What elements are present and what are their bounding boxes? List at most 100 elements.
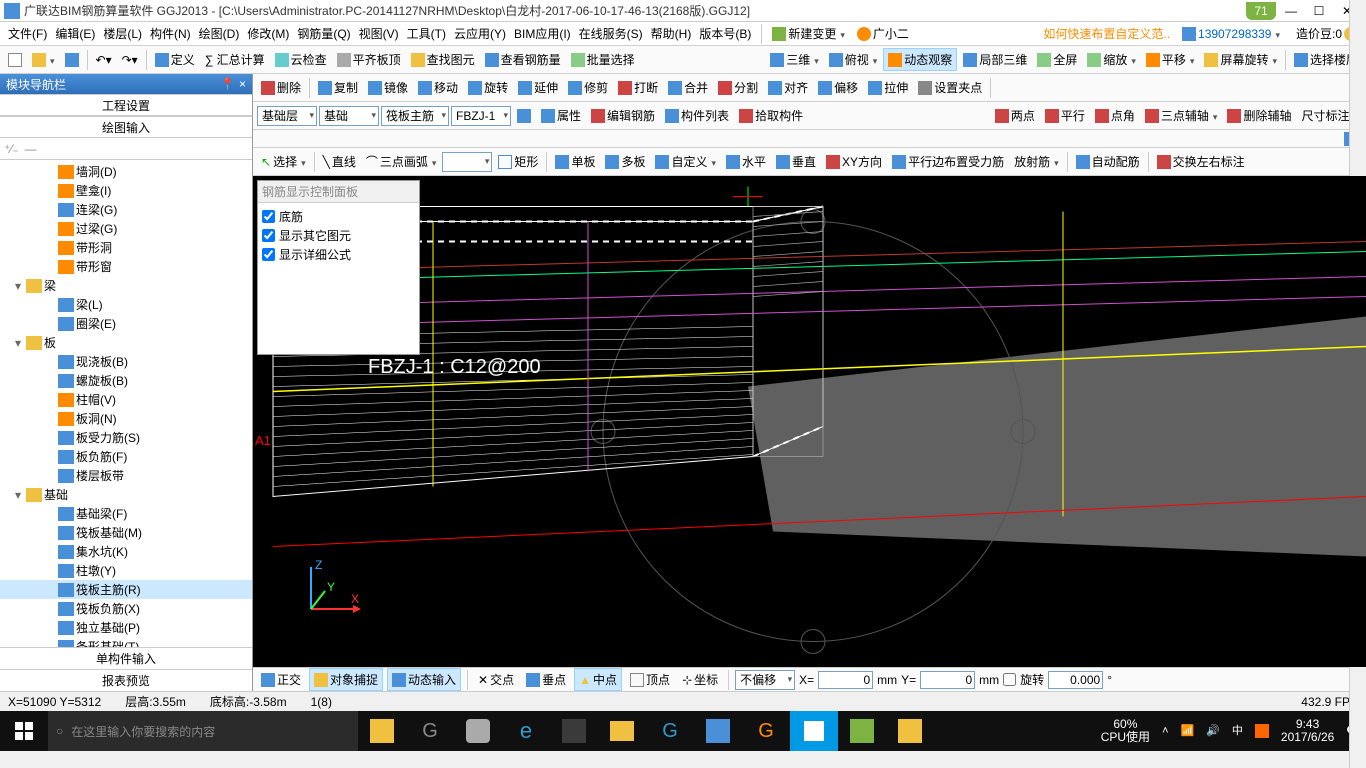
- expand-icon[interactable]: ⁺⁄₋: [4, 142, 19, 156]
- line-button[interactable]: ╲直线: [319, 151, 360, 172]
- 3d-viewport[interactable]: FBZJ-1 : C12@200 A1 钢筋显示控制面板 底筋 显示其它图元 显…: [253, 176, 1366, 667]
- tree-node[interactable]: 梁(L): [0, 295, 252, 314]
- parallel-edge-button[interactable]: 平行边布置受力筋: [888, 151, 1008, 172]
- parallel-button[interactable]: 平行: [1041, 105, 1089, 126]
- app-9[interactable]: [886, 711, 934, 751]
- minimize-button[interactable]: —: [1284, 4, 1298, 18]
- sumcalc-button[interactable]: ∑ 汇总计算: [201, 49, 269, 70]
- tree-node[interactable]: 带形窗: [0, 257, 252, 276]
- pickcomp-button[interactable]: 拾取构件: [735, 105, 807, 126]
- angle-button[interactable]: 点角: [1091, 105, 1139, 126]
- edit-修剪[interactable]: 修剪: [564, 77, 612, 98]
- taskbar-search[interactable]: ○在这里输入你要搜索的内容: [48, 711, 358, 751]
- 3d-button[interactable]: 三维: [766, 49, 823, 70]
- tree-node[interactable]: 圈梁(E): [0, 314, 252, 333]
- tab-project-settings[interactable]: 工程设置: [0, 94, 252, 116]
- findelem-button[interactable]: 查找图元: [407, 49, 479, 70]
- edit-合并[interactable]: 合并: [664, 77, 712, 98]
- tree-node[interactable]: 柱墩(Y): [0, 561, 252, 580]
- tree-node[interactable]: 基础梁(F): [0, 504, 252, 523]
- custom-button[interactable]: 自定义: [651, 151, 720, 172]
- edge-icon[interactable]: e: [502, 711, 550, 751]
- rect-button[interactable]: 矩形: [494, 151, 542, 172]
- check-row[interactable]: 显示其它图元: [262, 226, 415, 245]
- clock[interactable]: 9:432017/6/26: [1275, 718, 1340, 744]
- cpu-meter[interactable]: 60%CPU使用: [1095, 718, 1156, 744]
- menu-item[interactable]: 帮助(H): [647, 25, 696, 43]
- rotate-check[interactable]: [1003, 673, 1016, 686]
- viewrebar-button[interactable]: 查看钢筋量: [481, 49, 565, 70]
- maximize-button[interactable]: ☐: [1312, 4, 1326, 18]
- tree-node[interactable]: 现浇板(B): [0, 352, 252, 371]
- fullscreen-button[interactable]: 全屏: [1033, 49, 1081, 70]
- dynview-button[interactable]: 动态观察: [883, 48, 957, 71]
- xy-button[interactable]: XY方向: [822, 151, 886, 172]
- rebar-display-panel[interactable]: 钢筋显示控制面板 底筋 显示其它图元 显示详细公式: [257, 180, 420, 355]
- tree-node[interactable]: 连梁(G): [0, 200, 252, 219]
- tree-node[interactable]: 柱帽(V): [0, 390, 252, 409]
- redo-icon[interactable]: ↷▾: [118, 51, 142, 69]
- edit-对齐[interactable]: 对齐: [764, 77, 812, 98]
- menu-item[interactable]: 修改(M): [243, 25, 293, 43]
- attr-button[interactable]: 属性: [537, 105, 585, 126]
- edit-删除[interactable]: 删除: [257, 77, 305, 98]
- rotate-input[interactable]: [1048, 671, 1103, 689]
- app-8[interactable]: [838, 711, 886, 751]
- zoom-button[interactable]: 缩放: [1083, 49, 1140, 70]
- tab-draw-input[interactable]: 绘图输入: [0, 116, 252, 138]
- select-button[interactable]: ↖选择: [257, 151, 310, 172]
- y-input[interactable]: [920, 671, 975, 689]
- lookdown-button[interactable]: 俯视: [825, 49, 882, 70]
- perp-toggle[interactable]: 垂点: [522, 669, 570, 690]
- panel-close-icon[interactable]: ×: [239, 77, 246, 91]
- threeaux-button[interactable]: 三点辅轴: [1141, 105, 1222, 126]
- delaux-button[interactable]: 删除辅轴: [1223, 105, 1295, 126]
- ime2-icon[interactable]: [1249, 724, 1275, 738]
- user-button[interactable]: 广小二: [853, 24, 913, 43]
- app-7[interactable]: [790, 711, 838, 751]
- edit-延伸[interactable]: 延伸: [514, 77, 562, 98]
- new-change-button[interactable]: 新建变更: [768, 24, 849, 43]
- edit-旋转[interactable]: 旋转: [464, 77, 512, 98]
- menu-item[interactable]: 绘图(D): [195, 25, 244, 43]
- ime-icon[interactable]: 中: [1226, 725, 1249, 738]
- tab-report-preview[interactable]: 报表预览: [0, 669, 252, 691]
- tree-node[interactable]: 带形洞: [0, 238, 252, 257]
- edit-分割[interactable]: 分割: [714, 77, 762, 98]
- start-button[interactable]: [0, 711, 48, 751]
- pan-button[interactable]: 平移: [1142, 49, 1199, 70]
- menu-item[interactable]: 文件(F): [4, 25, 51, 43]
- coord-toggle[interactable]: ⊹坐标: [678, 669, 722, 690]
- notification-badge[interactable]: 71: [1246, 2, 1276, 20]
- x-input[interactable]: [818, 671, 873, 689]
- tree-node[interactable]: ▾梁: [0, 276, 252, 295]
- app-2[interactable]: G: [406, 711, 454, 751]
- tree-node[interactable]: 独立基础(P): [0, 618, 252, 637]
- tip-link[interactable]: 如何快速布置自定义范..: [1043, 25, 1170, 42]
- tree-node[interactable]: 楼层板带: [0, 466, 252, 485]
- menu-item[interactable]: 视图(V): [355, 25, 403, 43]
- edit-偏移[interactable]: 偏移: [814, 77, 862, 98]
- tree-node[interactable]: 条形基础(T): [0, 637, 252, 647]
- edit-移动[interactable]: 移动: [414, 77, 462, 98]
- editrebar-button[interactable]: 编辑钢筋: [587, 105, 659, 126]
- define-button[interactable]: 定义: [151, 49, 199, 70]
- item-combo[interactable]: FBZJ-1: [451, 106, 511, 126]
- mid-toggle[interactable]: ▲中点: [574, 668, 622, 691]
- menu-item[interactable]: BIM应用(I): [510, 25, 575, 43]
- cat-combo[interactable]: 基础: [319, 106, 379, 126]
- check-row[interactable]: 底筋: [262, 207, 415, 226]
- undo-icon[interactable]: ↶▾: [92, 51, 116, 69]
- menu-item[interactable]: 构件(N): [146, 25, 195, 43]
- tree-node[interactable]: 筏板负筋(X): [0, 599, 252, 618]
- local3d-button[interactable]: 局部三维: [959, 49, 1031, 70]
- menu-item[interactable]: 云应用(Y): [450, 25, 510, 43]
- app-6[interactable]: G: [742, 711, 790, 751]
- horiz-button[interactable]: 水平: [722, 151, 770, 172]
- tree-node[interactable]: 集水坑(K): [0, 542, 252, 561]
- tree-node[interactable]: 壁龛(I): [0, 181, 252, 200]
- multi-button[interactable]: 多板: [601, 151, 649, 172]
- open-icon[interactable]: [28, 51, 59, 69]
- edit-设置夹点[interactable]: 设置夹点: [914, 77, 986, 98]
- phone-link[interactable]: 13907298339: [1178, 26, 1284, 42]
